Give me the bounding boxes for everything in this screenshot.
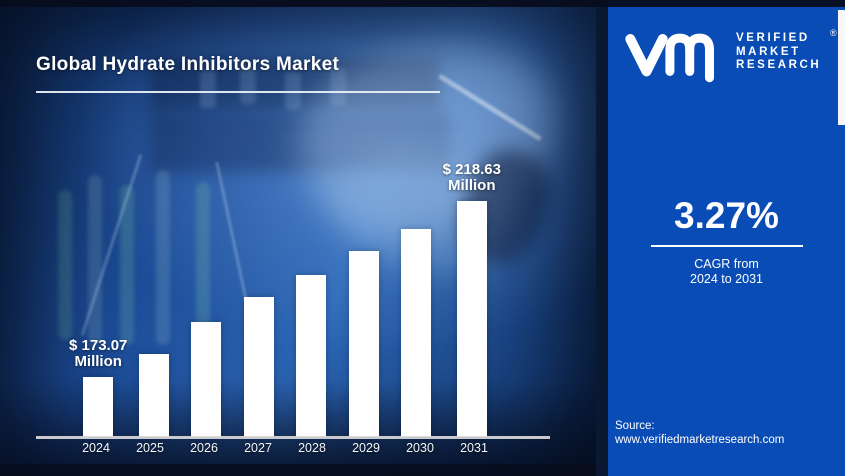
bar-2026 <box>191 322 222 437</box>
chart-column <box>127 354 180 437</box>
x-axis-label-2030: 2030 <box>406 441 434 455</box>
decor-test-tube <box>58 190 72 340</box>
chart-column: $ 173.07 Million <box>69 338 127 437</box>
decor-test-tube <box>156 170 170 345</box>
x-axis-label-2029: 2029 <box>352 441 380 455</box>
chart-column <box>180 322 233 437</box>
cagr-divider <box>650 245 803 247</box>
x-axis-label-2027: 2027 <box>244 441 272 455</box>
x-axis-label-2024: 2024 <box>82 441 110 455</box>
x-axis-label-2031: 2031 <box>460 441 488 455</box>
x-axis-labels: 2024 2025 2026 2027 2028 2029 2030 2031 <box>69 441 501 455</box>
bar-value-label: $ 218.63 Million <box>442 161 501 194</box>
x-axis-line <box>36 436 550 439</box>
chart-column <box>338 251 391 437</box>
title-divider <box>36 91 440 93</box>
x-axis-label-2026: 2026 <box>190 441 218 455</box>
brand-name-line: RESEARCH <box>736 59 822 71</box>
decor-bottle <box>330 68 346 106</box>
brand-name-line: VERIFIED <box>736 32 810 44</box>
registered-trademark: ® <box>830 28 837 38</box>
source-url: www.verifiedmarketresearch.com <box>615 434 785 446</box>
decor-test-tube <box>196 182 210 342</box>
bar-2029 <box>348 251 379 437</box>
x-axis-label-2025: 2025 <box>136 441 164 455</box>
x-axis-label-2028: 2028 <box>298 441 326 455</box>
decor-test-tube <box>88 175 102 345</box>
cagr-caption-line2: 2024 to 2031 <box>690 272 763 286</box>
panel-notch <box>838 10 845 125</box>
bar-2025 <box>138 354 169 437</box>
decor-test-tube <box>120 185 134 345</box>
decor-shelf <box>150 112 450 172</box>
chart-panel: Global Hydrate Inhibitors Market $ 173.0… <box>0 0 596 476</box>
source-block: Source: www.verifiedmarketresearch.com <box>615 419 784 447</box>
chart-column <box>390 229 443 437</box>
chart-column: $ 218.63 Million <box>443 162 501 437</box>
vmr-monogram-icon <box>625 33 714 83</box>
brand-name-line: MARKET <box>736 45 801 58</box>
bar-value-label: $ 173.07 Million <box>69 337 128 370</box>
bar-2028 <box>296 275 327 437</box>
cagr-caption-line1: CAGR from <box>694 257 759 271</box>
cagr-value: 3.27% <box>674 195 779 236</box>
bar-2031 <box>456 201 487 437</box>
brand-logo: VERIFIED MARKET RESEARCH ® <box>624 28 837 88</box>
decor-bottle <box>200 70 216 108</box>
bar-2027 <box>243 297 274 437</box>
brand-panel: VERIFIED MARKET RESEARCH ® 3.27% CAGR fr… <box>608 0 845 476</box>
bar-2030 <box>401 229 432 437</box>
decor-shelf <box>150 58 440 110</box>
decor-bottle <box>240 66 256 104</box>
bottom-edge-shadow <box>0 464 596 476</box>
brand-name: VERIFIED MARKET RESEARCH <box>736 32 821 73</box>
chart-column <box>232 297 285 437</box>
bar-chart: $ 173.07 Million $ 218.63 Million <box>69 162 501 437</box>
cagr-block: 3.27% CAGR from 2024 to 2031 <box>608 196 845 287</box>
top-edge-shadow <box>0 0 845 7</box>
page-title: Global Hydrate Inhibitors Market <box>36 54 340 75</box>
bar-2024 <box>83 377 114 437</box>
source-label: Source: <box>615 420 655 432</box>
chart-column <box>285 275 338 437</box>
